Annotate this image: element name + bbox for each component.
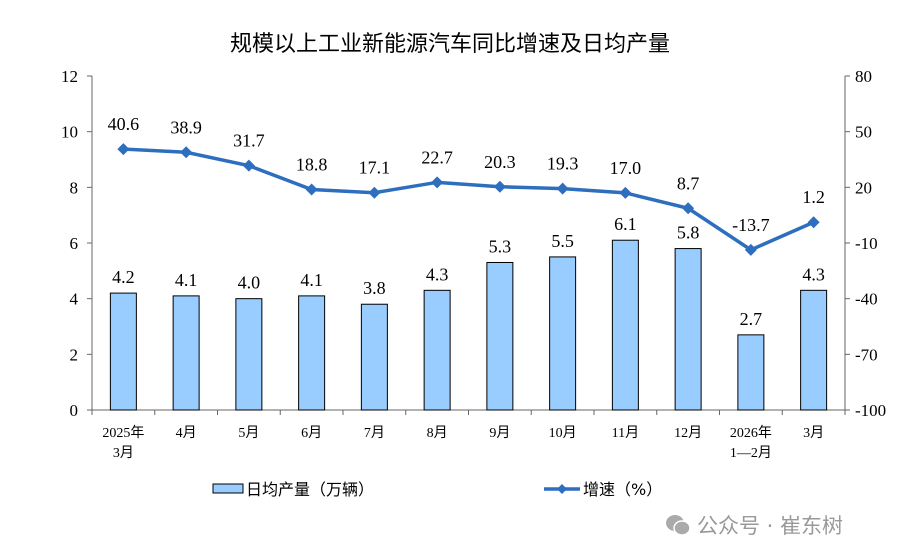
x-tick-label: 7月 <box>364 425 385 441</box>
x-tick-label: 10月 <box>549 425 577 441</box>
right-tick-label: 20 <box>855 178 872 197</box>
line-point <box>493 180 506 193</box>
bar <box>109 292 137 411</box>
bar-label: 4.3 <box>802 264 825 284</box>
bar <box>549 256 577 411</box>
right-tick-label: -40 <box>855 290 878 309</box>
x-tick-label: 4月 <box>176 425 197 441</box>
right-tick-label: 80 <box>855 67 872 86</box>
legend-line-marker <box>557 484 567 494</box>
left-tick-label: 10 <box>61 123 78 142</box>
line-point <box>556 182 569 195</box>
line-point <box>807 216 820 229</box>
bar-label: 4.0 <box>238 273 261 293</box>
bar <box>423 289 451 411</box>
line-point <box>180 146 193 159</box>
bar-label: 5.8 <box>677 223 700 243</box>
line-label: 20.3 <box>484 152 516 172</box>
line-point <box>368 186 381 199</box>
legend-bar-label: 日均产量（万辆） <box>246 480 374 499</box>
x-tick-label: 1—2月 <box>730 445 772 461</box>
bar <box>674 248 702 411</box>
left-tick-label: 6 <box>70 234 79 253</box>
line-label: 19.3 <box>547 154 579 174</box>
line-point <box>619 186 632 199</box>
left-tick-label: 2 <box>70 345 79 364</box>
bar-label: 4.1 <box>175 270 198 290</box>
line-label: -13.7 <box>732 215 770 235</box>
line-label: 8.7 <box>677 173 700 193</box>
left-tick-label: 4 <box>70 290 79 309</box>
line-label: 40.6 <box>108 114 140 134</box>
line-label: 17.1 <box>359 158 391 178</box>
left-tick-label: 0 <box>70 401 79 420</box>
bar <box>486 261 514 411</box>
left-tick-label: 12 <box>61 67 78 86</box>
x-tick-label: 5月 <box>238 425 259 441</box>
legend-bar-swatch <box>212 483 244 494</box>
x-tick-label: 12月 <box>674 425 702 441</box>
x-tick-label: 11月 <box>612 425 639 441</box>
line-point <box>744 243 757 256</box>
line-point <box>117 143 130 156</box>
bar-label: 4.1 <box>300 270 323 290</box>
watermark: 公众号 · 崔东树 <box>665 510 843 540</box>
line-point <box>682 202 695 215</box>
bar-label: 5.3 <box>489 236 512 256</box>
line-label: 38.9 <box>170 117 202 137</box>
growth-line <box>123 147 815 252</box>
bar <box>360 303 388 411</box>
line-point <box>431 176 444 189</box>
right-tick-label: -10 <box>855 234 878 253</box>
line-label: 1.2 <box>802 187 825 207</box>
line-label: 17.0 <box>610 158 642 178</box>
x-tick-label: 3月 <box>803 425 824 441</box>
bar <box>298 295 326 411</box>
bar-label: 2.7 <box>740 309 763 329</box>
wechat-icon <box>666 515 691 536</box>
legend-line-label: 增速（%） <box>583 480 662 499</box>
right-tick-label: -100 <box>855 401 886 420</box>
line-label: 18.8 <box>296 155 328 175</box>
x-tick-label: 2025年 <box>102 425 144 441</box>
right-tick-label: -70 <box>855 345 878 364</box>
left-tick-label: 8 <box>70 178 79 197</box>
line-label: 22.7 <box>421 147 453 167</box>
x-tick-label: 3月 <box>113 445 134 461</box>
bar-label: 5.5 <box>551 231 574 251</box>
line-point <box>242 159 255 172</box>
bar <box>737 334 765 411</box>
bar <box>800 289 828 411</box>
bar <box>172 295 200 411</box>
chart-title: 规模以上工业新能源汽车同比增速及日均产量 <box>229 32 670 57</box>
watermark-text: 公众号 · 崔东树 <box>697 514 844 538</box>
x-tick-label: 6月 <box>301 425 322 441</box>
x-tick-label: 2026年 <box>730 425 772 441</box>
bar-label: 4.3 <box>426 264 449 284</box>
line-label: 31.7 <box>233 131 265 151</box>
x-tick-label: 9月 <box>489 425 510 441</box>
line-point <box>305 183 318 196</box>
bar-label: 6.1 <box>614 214 637 234</box>
bar-label: 4.2 <box>112 267 135 287</box>
bar <box>611 239 639 411</box>
bar <box>235 298 263 411</box>
bar-label: 3.8 <box>363 278 386 298</box>
x-tick-label: 8月 <box>427 425 448 441</box>
right-tick-label: 50 <box>855 123 872 142</box>
